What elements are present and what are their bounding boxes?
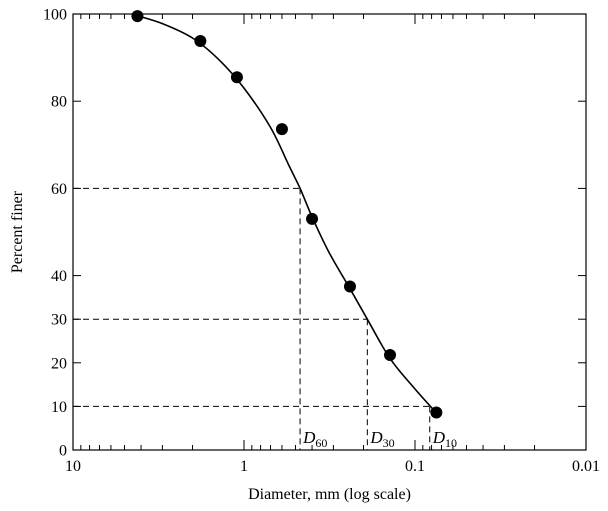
x-axis-ticks: 10 1 0.1 0.01 <box>65 14 600 475</box>
d-label-subscript: 30 <box>383 436 395 450</box>
data-points <box>131 10 443 419</box>
data-point <box>384 348 397 361</box>
d-label-subscript: 10 <box>445 436 457 450</box>
reference-lines <box>73 187 431 450</box>
y-tick-label: 20 <box>51 355 67 372</box>
y-axis-title: Percent finer <box>9 190 26 273</box>
y-axis-ticks: 0 10 20 30 40 60 80 100 <box>43 7 586 460</box>
y-tick-label: 10 <box>51 399 67 416</box>
y-tick-label: 60 <box>51 181 67 198</box>
x-tick-label: 0.1 <box>405 458 425 475</box>
y-tick-label: 80 <box>51 94 67 111</box>
y-tick-label: 0 <box>59 443 67 460</box>
d-label: D30 <box>369 428 394 450</box>
data-point <box>131 10 144 23</box>
data-point <box>306 212 319 225</box>
data-point <box>343 280 356 293</box>
x-tick-label: 10 <box>65 458 81 475</box>
data-point <box>230 71 243 84</box>
y-tick-label: 30 <box>51 312 67 329</box>
data-point <box>194 35 207 48</box>
data-point <box>430 406 443 419</box>
d-label: D60 <box>302 428 327 450</box>
data-point <box>275 123 288 136</box>
d-label: D10 <box>432 428 457 450</box>
x-tick-label: 1 <box>240 458 248 475</box>
d-label-subscript: 60 <box>315 436 327 450</box>
y-tick-label: 40 <box>51 268 67 285</box>
y-tick-label: 100 <box>43 7 67 24</box>
d-labels: D60 D30 D10 <box>302 428 457 450</box>
x-axis-title: Diameter, mm (log scale) <box>248 486 411 503</box>
plot-frame <box>72 13 587 451</box>
x-tick-label: 0.01 <box>572 458 600 475</box>
